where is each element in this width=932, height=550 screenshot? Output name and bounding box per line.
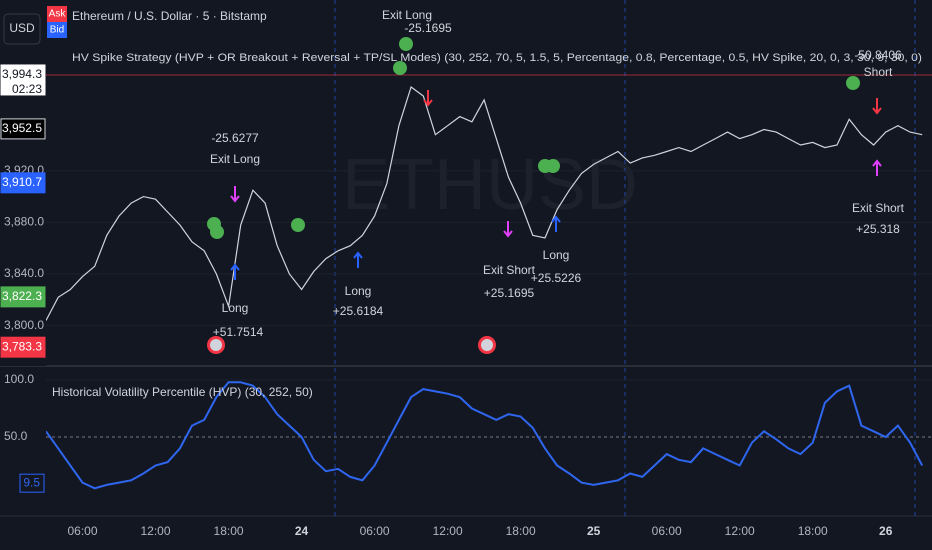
signal-dot: [846, 76, 860, 90]
x-tick-label: 12:00: [725, 524, 755, 538]
trade-annotation: Long: [345, 284, 372, 298]
ask-label: Ask: [49, 9, 67, 20]
y-tick-label: 3,880.0: [4, 215, 44, 229]
session-breaks: [334, 0, 916, 516]
ask-tag: [47, 6, 67, 22]
trade-annotation: Exit Short: [483, 263, 536, 277]
x-tick-label: 18:00: [506, 524, 536, 538]
y-tick-label: 50.0: [4, 429, 28, 443]
signal-dot: [393, 61, 407, 75]
y-tick-label: 3,840.0: [4, 266, 44, 280]
trade-annotation: +25.6184: [333, 304, 384, 318]
price-tag-label: 3,783.3: [2, 339, 42, 353]
signal-dot: [546, 159, 560, 173]
x-tick-label: 06:00: [67, 524, 97, 538]
price-tag-label: 3,822.3: [2, 289, 42, 303]
x-tick-label: 12:00: [141, 524, 171, 538]
price-tag-label: 3,952.5: [2, 121, 42, 135]
short-arrow: [423, 90, 433, 107]
x-tick-label: 06:00: [652, 524, 682, 538]
trade-annotation: Short: [864, 65, 893, 79]
trade-annotation: Exit Long: [210, 152, 260, 166]
event-flag: [481, 339, 493, 351]
trade-annotation: Long: [543, 248, 570, 262]
trade-markers: [207, 37, 882, 354]
currency-button[interactable]: [3, 13, 41, 45]
price-line: [45, 86, 923, 321]
hvp-line: [45, 381, 924, 490]
trade-annotation: +25.318: [856, 222, 900, 236]
trade-annotation: +51.7514: [213, 325, 264, 339]
watermark: ETHUSD: [342, 145, 638, 225]
value-tag-label: 9.5: [23, 475, 40, 489]
event-flag: [210, 339, 222, 351]
x-tick-label: 25: [587, 524, 601, 538]
x-tick-label: 18:00: [798, 524, 828, 538]
x-tick-label: 24: [295, 524, 309, 538]
hvp-title: Historical Volatility Percentile (HVP) (…: [52, 385, 313, 399]
price-tag: [0, 286, 46, 308]
exit-arrow: [503, 221, 513, 238]
signal-dot: [399, 37, 413, 51]
price-tag: [0, 336, 46, 358]
x-tick-label: 26: [879, 524, 893, 538]
long-arrow: [353, 251, 363, 268]
trade-annotation: +25.5226: [531, 271, 582, 285]
long-arrow: [230, 263, 240, 280]
signal-dot: [210, 225, 224, 239]
short-arrow: [872, 98, 882, 115]
price-tag: [0, 172, 46, 194]
x-tick-label: 06:00: [360, 524, 390, 538]
value-tag: [19, 473, 45, 493]
currency[interactable]: USD: [9, 21, 35, 35]
strategy-legend: HV Spike Strategy (HVP + OR Breakout + R…: [72, 52, 922, 64]
trade-annotation: Long: [222, 301, 249, 315]
symbol-title: Ethereum / U.S. Dollar · 5 · Bitstamp: [72, 9, 267, 23]
exit-arrow: [230, 186, 240, 203]
bid-tag: [47, 22, 67, 38]
price-tag: [0, 64, 46, 96]
trade-annotation: Exit Short: [852, 201, 905, 215]
exit-arrow: [872, 159, 882, 176]
bid-label: Bid: [50, 25, 64, 36]
trade-annotation: Exit Long: [382, 8, 432, 22]
price-tag-label: 3,994.3: [2, 67, 42, 81]
x-tick-label: 18:00: [214, 524, 244, 538]
countdown: 02:23: [12, 82, 42, 96]
x-tick-label: 12:00: [433, 524, 463, 538]
y-tick-label: 3,800.0: [4, 318, 44, 332]
signal-dot: [291, 218, 305, 232]
trade-annotation: -25.6277: [211, 131, 259, 145]
price-tag: [0, 118, 46, 140]
trade-annotation: -50.8406: [854, 48, 902, 62]
price-tag-label: 3,910.7: [2, 175, 42, 189]
trade-annotation: -25.1695: [404, 21, 452, 35]
long-arrow: [551, 215, 561, 232]
trade-annotation: +25.1695: [484, 286, 535, 300]
y-tick-label: 100.0: [4, 372, 34, 386]
